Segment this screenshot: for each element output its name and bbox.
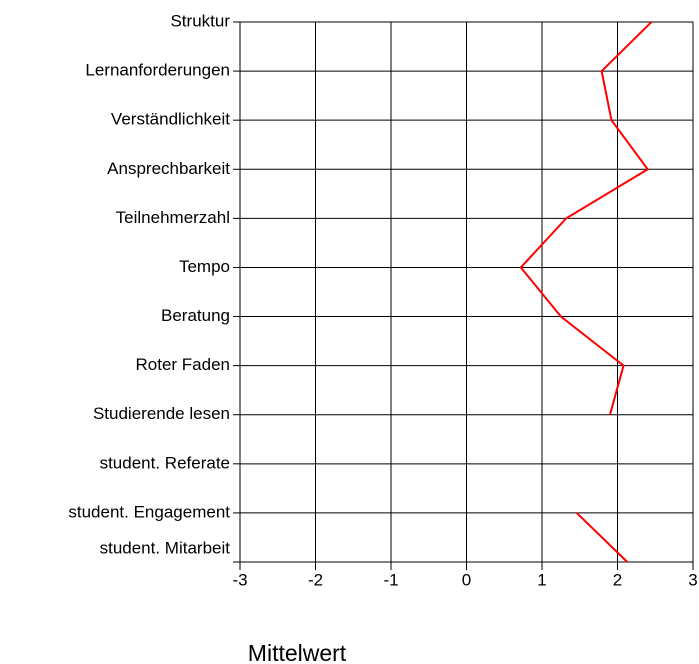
x-tick-label: -1 (383, 570, 398, 589)
y-tick-label: student. Referate (100, 453, 230, 472)
x-tick-label: 1 (537, 570, 546, 589)
y-tick-label: Tempo (179, 257, 230, 276)
y-tick-label: Roter Faden (136, 355, 231, 374)
y-tick-label: Beratung (161, 306, 230, 325)
x-tick-label: 2 (613, 570, 622, 589)
y-tick-label: student. Engagement (68, 502, 230, 521)
y-tick-label: Teilnehmerzahl (116, 208, 230, 227)
y-tick-label: Struktur (170, 11, 230, 30)
y-tick-label: Studierende lesen (93, 404, 230, 423)
y-tick-label: Ansprechbarkeit (107, 159, 230, 178)
y-tick-label: Lernanforderungen (85, 61, 230, 80)
y-tick-label: student. Mitarbeit (100, 538, 231, 557)
x-axis-label: Mittelwert (248, 640, 347, 664)
x-tick-label: 3 (688, 570, 697, 589)
x-tick-label: 0 (462, 570, 471, 589)
data-line (519, 21, 653, 563)
x-tick-label: -2 (308, 570, 323, 589)
y-tick-label: Verständlichkeit (111, 110, 230, 129)
x-tick-label: -3 (232, 570, 247, 589)
